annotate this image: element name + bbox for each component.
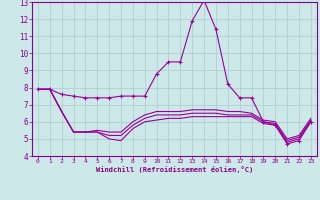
X-axis label: Windchill (Refroidissement éolien,°C): Windchill (Refroidissement éolien,°C) (96, 166, 253, 173)
